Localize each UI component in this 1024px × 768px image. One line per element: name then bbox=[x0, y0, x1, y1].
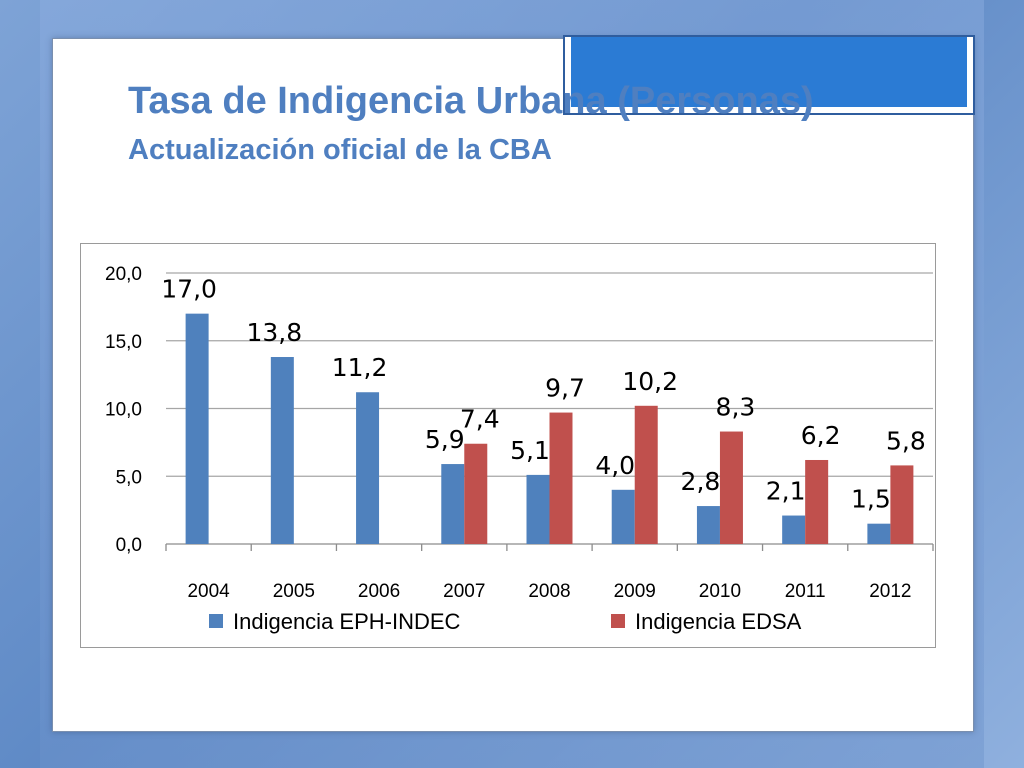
x-tick-label: 2011 bbox=[785, 581, 826, 602]
y-tick-label: 5,0 bbox=[116, 467, 142, 488]
header-accent-fill bbox=[571, 37, 967, 107]
y-tick-label: 10,0 bbox=[105, 400, 142, 421]
slide-title: Tasa de Indigencia Urbana (Personas) bbox=[128, 80, 814, 122]
bar-edsa bbox=[549, 412, 573, 544]
legend-label: Indigencia EPH-INDEC bbox=[233, 609, 461, 634]
x-tick-label: 2012 bbox=[869, 581, 911, 602]
bar-eph-indec bbox=[867, 523, 891, 544]
data-label: 6,2 bbox=[801, 421, 841, 450]
data-label: 11,2 bbox=[332, 353, 388, 382]
y-tick-label: 0,0 bbox=[116, 535, 142, 556]
x-tick-label: 2007 bbox=[443, 581, 485, 602]
data-label: 2,8 bbox=[681, 467, 721, 496]
x-tick-label: 2005 bbox=[273, 581, 315, 602]
data-label: 2,1 bbox=[766, 477, 806, 506]
data-label: 5,1 bbox=[510, 436, 550, 465]
data-label: 4,0 bbox=[595, 451, 635, 480]
bar-eph-indec bbox=[696, 506, 720, 544]
data-label: 17,0 bbox=[161, 275, 217, 304]
legend-swatch bbox=[209, 614, 223, 628]
bar-edsa bbox=[890, 465, 914, 544]
data-label: 13,8 bbox=[246, 318, 302, 347]
chart-frame: 0,0 5,0 10,0 15,0 20,0 2004 17,0 2005 13,8 2006 11… bbox=[80, 243, 936, 648]
header-accent-box bbox=[563, 35, 975, 115]
bar-edsa bbox=[719, 431, 743, 544]
bar-eph-indec bbox=[782, 515, 806, 544]
x-tick-label: 2006 bbox=[358, 581, 400, 602]
slide-subtitle: Actualización oficial de la CBA bbox=[128, 134, 552, 166]
data-label: 10,2 bbox=[622, 367, 678, 396]
bar-edsa bbox=[464, 443, 488, 544]
x-tick-label: 2009 bbox=[614, 581, 656, 602]
y-tick-label: 15,0 bbox=[105, 332, 142, 353]
bar-eph-indec bbox=[526, 474, 550, 544]
bar-eph-indec bbox=[185, 313, 209, 544]
x-tick-label: 2008 bbox=[528, 581, 570, 602]
data-label: 1,5 bbox=[851, 485, 891, 514]
data-label: 8,3 bbox=[716, 393, 756, 422]
bar-eph-indec bbox=[441, 464, 465, 544]
bar-eph-indec bbox=[356, 392, 380, 544]
data-label: 7,4 bbox=[460, 405, 500, 434]
y-tick-label: 20,0 bbox=[105, 264, 142, 285]
legend-swatch bbox=[611, 614, 625, 628]
x-tick-label: 2004 bbox=[187, 581, 230, 602]
legend-label: Indigencia EDSA bbox=[635, 609, 802, 634]
bar-eph-indec bbox=[611, 489, 635, 544]
bar-eph-indec bbox=[270, 357, 294, 544]
data-label: 5,8 bbox=[886, 426, 926, 455]
bar-edsa bbox=[805, 459, 829, 544]
x-tick-label: 2010 bbox=[699, 581, 741, 602]
data-label: 9,7 bbox=[545, 374, 585, 403]
bar-edsa bbox=[634, 405, 658, 544]
data-label: 5,9 bbox=[425, 425, 465, 454]
bar-chart: 0,0 5,0 10,0 15,0 20,0 2004 17,0 2005 13,8 2006 11… bbox=[105, 264, 934, 634]
